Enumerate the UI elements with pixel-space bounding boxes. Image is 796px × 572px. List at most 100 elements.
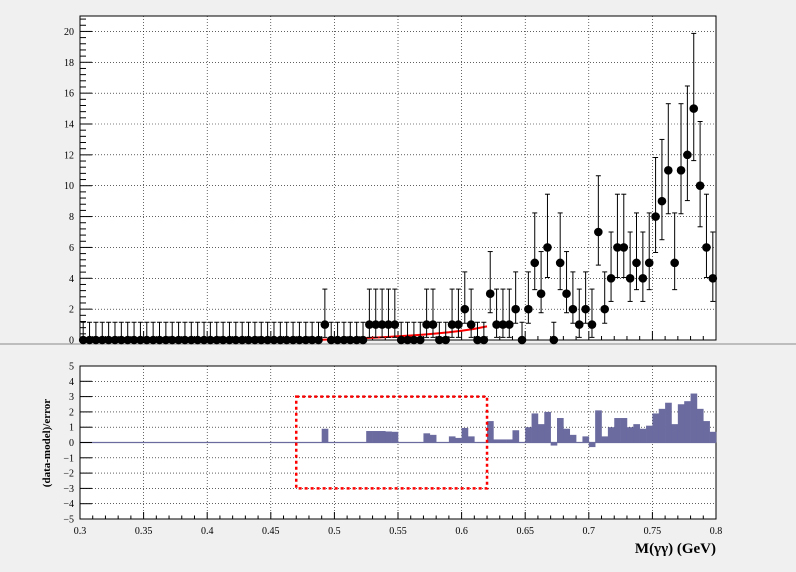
residual-bar: [378, 431, 386, 443]
data-marker: [187, 335, 196, 345]
top-y-tick-label: 6: [69, 243, 74, 254]
data-point: [307, 321, 317, 345]
data-point: [301, 321, 311, 345]
residual-bar: [537, 424, 545, 443]
data-point: [409, 321, 419, 345]
top-y-tick-label: 2: [69, 305, 74, 316]
data-point: [562, 251, 571, 314]
residual-bar: [696, 408, 704, 443]
data-marker: [276, 335, 285, 345]
data-point: [231, 321, 241, 345]
residual-bar: [525, 427, 532, 443]
residual-bar: [658, 408, 666, 443]
residual-bar: [385, 431, 392, 443]
data-point: [320, 288, 330, 338]
data-point: [384, 288, 393, 338]
data-point: [702, 193, 711, 279]
data-point: [466, 288, 476, 338]
data-point: [250, 321, 260, 345]
residual-bar: [550, 442, 558, 446]
residual-bar: [423, 433, 431, 443]
residual-bar: [607, 427, 615, 443]
data-point: [193, 321, 202, 345]
data-point: [619, 193, 629, 279]
top-y-tick-label: 18: [64, 58, 74, 69]
data-marker: [505, 320, 514, 329]
data-marker: [148, 335, 158, 345]
data-marker: [651, 212, 660, 221]
data-marker: [409, 335, 419, 345]
top-y-tick-label: 16: [64, 89, 74, 100]
data-marker: [384, 320, 393, 329]
data-marker: [403, 335, 412, 345]
residual-bar: [448, 436, 456, 443]
data-point: [568, 271, 578, 324]
data-point: [295, 321, 304, 345]
bottom-y-tick-label: 0: [69, 438, 74, 449]
data-marker: [460, 304, 470, 314]
data-marker: [543, 243, 552, 252]
residual-bar: [512, 430, 520, 443]
data-marker: [613, 243, 622, 252]
data-marker: [670, 258, 679, 268]
data-point: [167, 321, 177, 345]
data-point: [460, 271, 470, 324]
highlight-rect: [294, 395, 489, 490]
residual-bar: [467, 436, 475, 443]
residual-bar: [544, 411, 551, 443]
bottom-y-tick-label: −1: [63, 453, 74, 464]
top-y-tick-label: 20: [64, 27, 74, 38]
residual-bar: [487, 421, 494, 443]
data-point: [371, 288, 381, 338]
data-point: [511, 271, 520, 324]
residual-bar: [569, 434, 577, 443]
bottom-y-tick-label: 5: [69, 362, 74, 373]
residual-bar: [620, 418, 628, 443]
data-marker: [473, 335, 482, 345]
data-point: [543, 193, 552, 279]
data-marker: [142, 335, 152, 345]
data-point: [676, 103, 686, 215]
data-marker: [676, 165, 686, 175]
data-marker: [91, 335, 101, 345]
bottom-y-tick-label: 1: [69, 423, 74, 434]
data-marker: [562, 289, 571, 299]
residual-bar: [499, 439, 507, 443]
data-point: [555, 212, 565, 291]
residual-bar: [429, 434, 437, 443]
data-marker: [657, 196, 667, 206]
residual-bar: [461, 427, 469, 443]
data-marker: [479, 335, 489, 345]
residual-bar: [391, 431, 399, 443]
data-point: [708, 231, 718, 302]
data-marker: [225, 335, 234, 345]
data-marker: [435, 335, 444, 345]
data-point: [517, 321, 527, 345]
data-point: [148, 321, 158, 345]
data-marker: [206, 335, 215, 345]
residual-bar: [626, 427, 634, 443]
data-marker: [282, 335, 292, 345]
residual-bar: [366, 431, 373, 443]
data-marker: [600, 304, 609, 314]
data-marker: [263, 335, 272, 345]
data-point: [161, 321, 171, 345]
x-tick-label: 0.65: [516, 526, 534, 537]
data-marker: [85, 335, 94, 345]
data-marker: [295, 335, 304, 345]
data-marker: [644, 258, 654, 268]
data-marker: [218, 335, 228, 345]
data-point: [632, 212, 641, 291]
residual-bar: [633, 424, 640, 443]
residual-bar: [614, 418, 621, 443]
data-marker: [625, 273, 635, 283]
x-axis-title: M(γγ) (GeV): [635, 541, 716, 557]
data-marker: [396, 335, 406, 345]
residual-bar: [677, 404, 685, 443]
data-marker: [320, 320, 330, 329]
data-point: [282, 321, 292, 345]
data-point: [644, 212, 654, 291]
data-marker: [155, 335, 164, 345]
data-point: [110, 321, 120, 345]
data-point: [695, 120, 705, 228]
